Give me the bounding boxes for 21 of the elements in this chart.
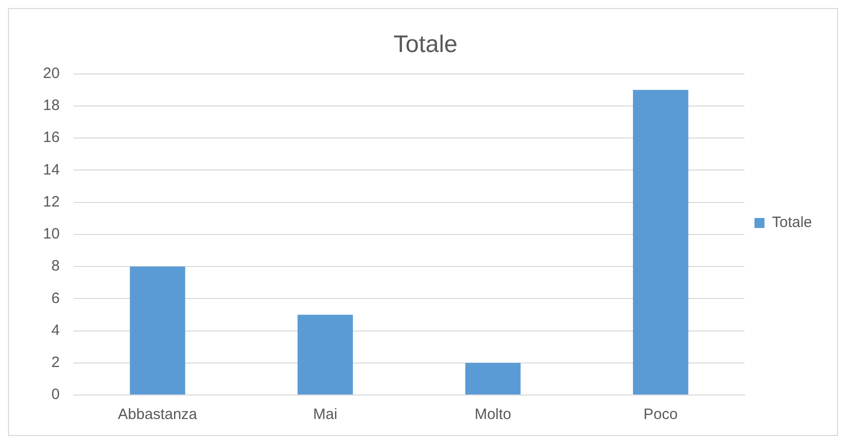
y-tick-label: 14 bbox=[42, 161, 60, 178]
chart-title: Totale bbox=[393, 31, 458, 58]
y-tick-label: 0 bbox=[51, 386, 60, 404]
legend-label: Totale bbox=[772, 214, 812, 232]
y-tick-label: 10 bbox=[42, 226, 60, 243]
y-tick-label: 2 bbox=[51, 354, 60, 372]
y-tick-label: 16 bbox=[42, 129, 60, 146]
x-tick-label: Abbastanza bbox=[118, 406, 198, 424]
bar bbox=[298, 314, 353, 394]
y-tick-label: 4 bbox=[51, 322, 60, 339]
y-tick-label: 12 bbox=[42, 193, 60, 210]
bar bbox=[632, 90, 688, 394]
bar bbox=[130, 266, 186, 394]
bar bbox=[465, 362, 521, 394]
y-tick-label: 18 bbox=[42, 97, 60, 114]
x-tick-label: Poco bbox=[644, 406, 678, 424]
y-tick-label: 20 bbox=[42, 64, 60, 82]
x-tick-label: Mai bbox=[313, 406, 338, 424]
y-tick-label: 8 bbox=[51, 258, 60, 275]
x-tick-label: Molto bbox=[474, 406, 512, 424]
y-tick-label: 6 bbox=[51, 290, 60, 307]
